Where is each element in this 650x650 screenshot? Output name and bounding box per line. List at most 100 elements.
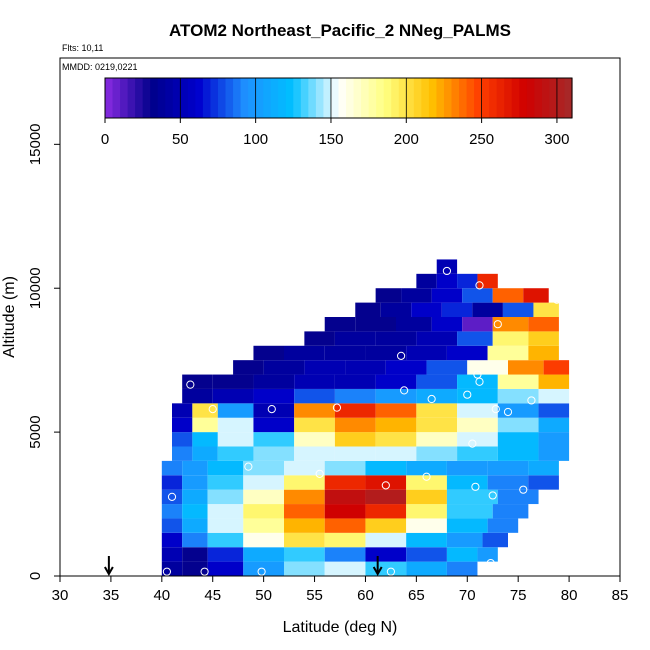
colorbar-swatch bbox=[172, 78, 181, 118]
sample-point bbox=[503, 407, 513, 417]
latitude-marker-arrowhead bbox=[372, 566, 383, 577]
y-tick-label: 15000 bbox=[27, 123, 44, 165]
colorbar-swatch bbox=[315, 78, 325, 118]
heatmap-cell bbox=[436, 273, 458, 289]
sample-point bbox=[493, 320, 502, 329]
heatmap-cell bbox=[365, 518, 407, 533]
colorbar-tick-label: 200 bbox=[394, 131, 419, 148]
x-tick-label: 75 bbox=[510, 587, 527, 604]
heatmap-cell bbox=[217, 446, 254, 461]
colorbar-swatch bbox=[300, 78, 309, 118]
heatmap-cell bbox=[324, 345, 366, 361]
heatmap-cell bbox=[192, 432, 218, 447]
heatmap-cell bbox=[172, 446, 193, 461]
heatmap-cell bbox=[212, 374, 254, 389]
sample-points bbox=[162, 266, 577, 576]
heatmap-cell bbox=[243, 475, 284, 490]
heatmap-cell bbox=[243, 518, 284, 533]
colorbar-swatch bbox=[489, 78, 498, 118]
heatmap-cell bbox=[497, 417, 539, 433]
heatmap-cell bbox=[528, 331, 559, 346]
colorbar-swatch bbox=[233, 78, 242, 118]
colorbar-swatch bbox=[150, 78, 159, 118]
heatmap-cell bbox=[284, 547, 325, 562]
sample-point bbox=[422, 472, 431, 481]
heatmap-cell bbox=[426, 360, 468, 375]
y-tick-label: 5000 bbox=[27, 415, 44, 448]
heatmap-cell bbox=[217, 403, 254, 418]
heatmap-cell bbox=[365, 504, 407, 519]
heatmap-cell bbox=[375, 388, 417, 404]
heatmap-cell bbox=[508, 360, 544, 375]
colorbar-swatch bbox=[120, 78, 129, 118]
heatmap-cell bbox=[182, 475, 208, 490]
heatmap-cell bbox=[457, 388, 498, 404]
colorbar-swatch bbox=[564, 78, 573, 118]
heatmap-cell bbox=[406, 504, 447, 519]
heatmap-cell bbox=[284, 460, 325, 476]
heatmap-cell bbox=[487, 460, 529, 476]
heatmap-cell bbox=[457, 446, 498, 461]
heatmap-cell bbox=[492, 317, 529, 332]
colorbar-swatch bbox=[451, 78, 460, 118]
heatmap-cell bbox=[243, 489, 284, 505]
y-axis: 0 5000 10000 15000 bbox=[27, 123, 61, 580]
heatmap-cell bbox=[324, 532, 366, 548]
heatmap-cell bbox=[477, 273, 498, 289]
colorbar-swatch bbox=[195, 78, 204, 118]
sample-point bbox=[471, 482, 480, 491]
colorbar-swatch bbox=[466, 78, 475, 118]
heatmap-cell bbox=[172, 417, 193, 433]
heatmap-cell bbox=[406, 489, 447, 505]
heatmap-cell bbox=[538, 388, 570, 404]
colorbar-swatch bbox=[406, 78, 415, 118]
heatmap-cell bbox=[446, 518, 488, 533]
heatmap-cell bbox=[538, 403, 570, 418]
x-tick-label: 30 bbox=[52, 587, 69, 604]
colorbar-swatch bbox=[526, 78, 535, 118]
sample-point bbox=[381, 481, 390, 490]
heatmap-cell bbox=[497, 432, 539, 447]
heatmap-cell bbox=[502, 302, 534, 317]
heatmap-cell bbox=[161, 547, 183, 562]
colorbar-swatch bbox=[127, 78, 136, 118]
colorbar-swatch bbox=[383, 78, 392, 118]
sample-point bbox=[244, 462, 253, 471]
colorbar-swatch bbox=[270, 78, 279, 118]
heatmap-cell bbox=[365, 489, 407, 505]
heatmap-cell bbox=[324, 475, 366, 490]
heatmap-cell bbox=[487, 518, 519, 533]
sample-point bbox=[162, 567, 172, 576]
heatmap-cell bbox=[172, 432, 193, 447]
heatmap-cell bbox=[457, 374, 498, 389]
sample-point bbox=[400, 386, 409, 395]
heatmap-cell bbox=[243, 547, 284, 562]
colorbar-swatch bbox=[556, 78, 566, 118]
heatmap-cell bbox=[375, 417, 417, 433]
sample-point bbox=[527, 396, 536, 405]
heatmap-cell bbox=[284, 504, 325, 519]
sample-point bbox=[486, 558, 495, 568]
heatmap-cell bbox=[284, 475, 325, 490]
heatmap-cell bbox=[334, 388, 376, 404]
heatmap-cell bbox=[207, 460, 244, 476]
sample-point bbox=[427, 394, 436, 404]
sample-point bbox=[442, 266, 452, 276]
x-tick-label: 85 bbox=[612, 587, 629, 604]
sample-point bbox=[315, 469, 324, 478]
colorbar-swatch bbox=[217, 78, 227, 118]
heatmap-cell bbox=[182, 388, 213, 404]
colorbar-swatch bbox=[157, 78, 166, 118]
colorbar-swatch bbox=[376, 78, 385, 118]
heatmap-cell bbox=[492, 288, 524, 303]
x-tick-label: 45 bbox=[204, 587, 221, 604]
colorbar-swatch bbox=[210, 78, 219, 118]
heatmap-cell bbox=[457, 432, 498, 447]
heatmap-cell bbox=[304, 331, 335, 346]
heatmap-cell bbox=[294, 388, 335, 404]
heatmap-cell bbox=[233, 360, 264, 375]
colorbar-swatch bbox=[391, 78, 400, 118]
colorbar-swatches bbox=[105, 78, 573, 118]
colorbar-swatch bbox=[293, 78, 302, 118]
heatmap-cell bbox=[192, 417, 218, 433]
